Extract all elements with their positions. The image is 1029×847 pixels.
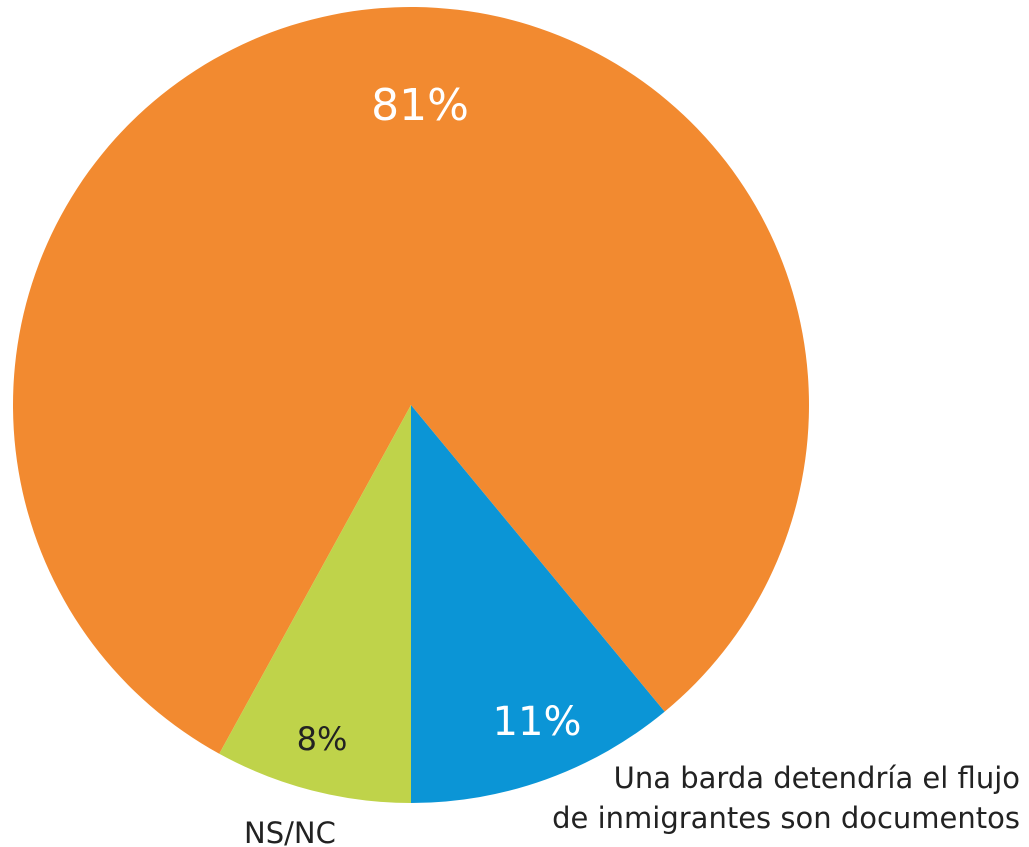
- pie-slice: [12, 7, 809, 754]
- pie-slice: [411, 405, 665, 803]
- value-label: 81%: [371, 80, 469, 131]
- category-label: Una barda detendría el flujo de inmigran…: [552, 761, 1020, 835]
- value-label: 8%: [297, 720, 348, 758]
- pie-slice: [219, 405, 411, 803]
- value-label: 11%: [493, 699, 582, 745]
- category-label: NS/NC: [244, 816, 336, 847]
